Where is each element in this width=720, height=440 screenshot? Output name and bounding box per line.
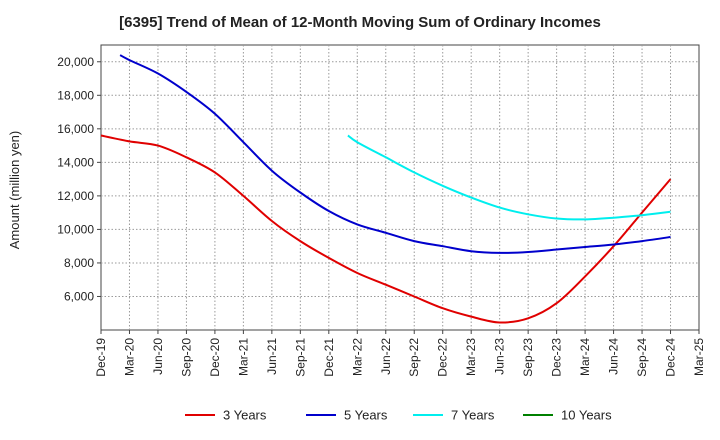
- x-tick-label: Mar-20: [122, 338, 136, 376]
- x-tick-label: Sep-24: [635, 338, 649, 377]
- grid-lines: [101, 45, 699, 330]
- x-tick-label: Dec-24: [664, 338, 678, 377]
- x-tick-label: Dec-19: [94, 338, 108, 377]
- y-axis-ticks: 6,000 8,000 10,000 12,000 14,000 16,000 18,000…: [57, 55, 101, 303]
- x-tick-label: Sep-23: [521, 338, 535, 377]
- x-tick-label: Dec-22: [436, 338, 450, 377]
- legend: 3 Years 5 Years 7 Years 10 Years: [185, 408, 612, 423]
- x-tick-label: Dec-23: [550, 338, 564, 377]
- x-tick-label: Jun-22: [379, 338, 393, 375]
- x-tick-label: Sep-20: [179, 338, 193, 377]
- y-tick-label: 18,000: [57, 88, 94, 102]
- legend-label: 10 Years: [561, 408, 612, 423]
- legend-label: 5 Years: [344, 408, 388, 423]
- y-tick-label: 12,000: [57, 189, 94, 203]
- y-tick-label: 8,000: [64, 256, 94, 270]
- x-tick-label: Dec-20: [208, 338, 222, 377]
- y-tick-label: 10,000: [57, 222, 94, 236]
- x-tick-label: Mar-25: [692, 338, 706, 376]
- legend-label: 3 Years: [223, 408, 267, 423]
- series-line-3-years: [100, 134, 672, 324]
- x-axis-ticks: Dec-19 Mar-20 Jun-20 Sep-20 Dec-20 Mar-21 Jun-…: [94, 330, 706, 377]
- x-tick-label: Mar-24: [578, 338, 592, 376]
- plot-area-frame: [100, 44, 700, 331]
- y-tick-label: 6,000: [64, 289, 94, 303]
- x-tick-label: Sep-21: [293, 338, 307, 377]
- series-line-7-years: [347, 134, 671, 221]
- x-tick-label: Jun-24: [607, 338, 621, 375]
- x-tick-label: Mar-23: [464, 338, 478, 376]
- x-tick-label: Dec-21: [322, 338, 336, 377]
- legend-label: 7 Years: [451, 408, 495, 423]
- x-tick-label: Jun-23: [493, 338, 507, 375]
- x-tick-label: Mar-21: [236, 338, 250, 376]
- chart-title: [6395] Trend of Mean of 12-Month Moving …: [119, 14, 601, 31]
- y-axis-title: Amount (million yen): [7, 131, 22, 250]
- y-tick-label: 14,000: [57, 155, 94, 169]
- x-tick-label: Sep-22: [407, 338, 421, 377]
- series-layer: [100, 54, 672, 324]
- y-tick-label: 16,000: [57, 122, 94, 136]
- x-tick-label: Mar-22: [350, 338, 364, 376]
- y-tick-label: 20,000: [57, 55, 94, 69]
- x-tick-label: Jun-20: [151, 338, 165, 375]
- x-tick-label: Jun-21: [265, 338, 279, 375]
- series-line-5-years: [119, 54, 671, 254]
